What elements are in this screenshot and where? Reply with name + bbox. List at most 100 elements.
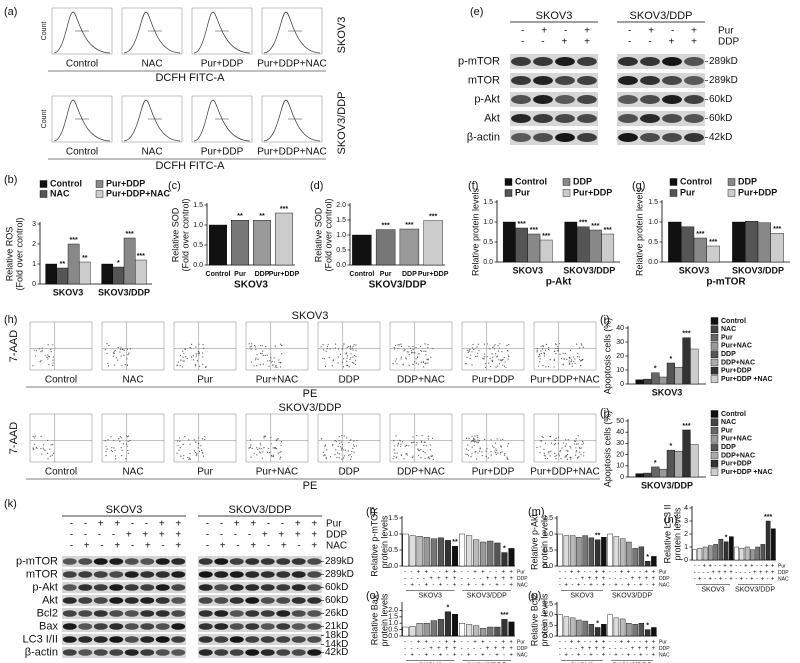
condition-name: DDP [517,576,528,582]
blot-strip [198,634,322,645]
event-dot [346,352,348,354]
blot-band [229,649,244,656]
bar [375,229,396,266]
event-dot [346,364,349,366]
event-dot [323,358,326,360]
event-dot [578,446,581,449]
event-dot [507,354,509,356]
event-dot [346,437,348,439]
bar [423,537,430,567]
event-dot [200,449,203,452]
event-dot [432,347,434,350]
event-dot [425,445,427,447]
event-dot [466,356,468,358]
bar [644,561,651,567]
blot-band [245,649,260,656]
significance: *** [429,213,437,220]
event-dot [501,451,503,453]
event-dot [177,445,179,447]
event-dot [269,360,271,362]
significance: * [670,443,673,450]
event-dot [183,360,185,362]
condition-signs: - + - + - + - + - + - + - + - + [404,653,513,659]
blot-band [78,623,93,630]
event-dot [411,456,414,459]
event-dot [123,354,125,356]
histogram [193,11,251,54]
event-dot [508,343,510,346]
event-dot [570,456,572,459]
event-dot [354,355,356,357]
histogram [123,99,181,142]
event-dot [178,437,181,439]
blot-band [109,597,124,604]
y-tick-label: 1.0 [193,222,203,229]
event-dot [254,346,256,348]
blot-band [291,623,306,630]
event-dot [566,450,568,452]
event-dot [578,456,580,458]
legend-swatch [669,178,678,186]
event-dot [395,344,397,347]
legend-swatch [710,410,719,418]
event-dot [470,456,472,458]
event-dot [334,439,336,442]
event-dot [536,351,538,353]
event-dot [539,358,541,360]
bar [723,541,729,561]
blot-band [171,558,186,565]
legend-swatch [727,189,736,197]
legend-swatch [710,460,719,468]
event-dot [478,349,480,352]
legend-label: Pur+DDP+NAC [106,188,171,198]
bar [619,538,626,567]
event-dot [394,452,396,454]
mw-label: 289kD [325,556,354,567]
event-dot [484,362,486,365]
condition-name: DDP [659,576,670,582]
event-dot [400,356,402,358]
event-dot [352,361,354,364]
event-dot [498,363,500,365]
event-dot [496,449,498,452]
blot-band [198,558,213,565]
event-dot [412,345,414,348]
event-dot [581,359,583,361]
bar [601,233,615,263]
bar [708,545,713,561]
event-dot [500,439,502,441]
event-dot [110,449,113,451]
blot-band [291,636,306,643]
event-dot [277,438,279,440]
legend-label: DDP [738,176,757,186]
event-dot [190,347,192,349]
event-dot [355,445,358,447]
y-axis-label: Relative ROS [4,227,14,282]
event-dot [195,353,197,355]
event-dot [336,452,339,454]
event-dot [553,358,555,360]
event-dot [393,347,395,349]
event-dot [557,453,560,455]
mw-label: 14kD [325,639,348,650]
event-dot [107,362,109,364]
event-dot [542,436,544,439]
group-label: SKOV3 [570,592,593,599]
event-dot [190,356,193,358]
significance: *** [70,237,78,244]
bar [613,617,620,637]
event-dot [413,352,415,354]
significance: *** [530,227,538,234]
bar [690,348,699,385]
event-dot [253,452,255,454]
bar [682,337,691,385]
bar [134,259,147,285]
event-dot [270,356,272,358]
event-dot [408,445,410,447]
event-dot [397,344,399,346]
event-dot [506,458,508,460]
event-dot [127,452,129,454]
event-dot [579,347,581,349]
y-tick-label: 20 [616,451,624,458]
event-dot [332,360,334,362]
